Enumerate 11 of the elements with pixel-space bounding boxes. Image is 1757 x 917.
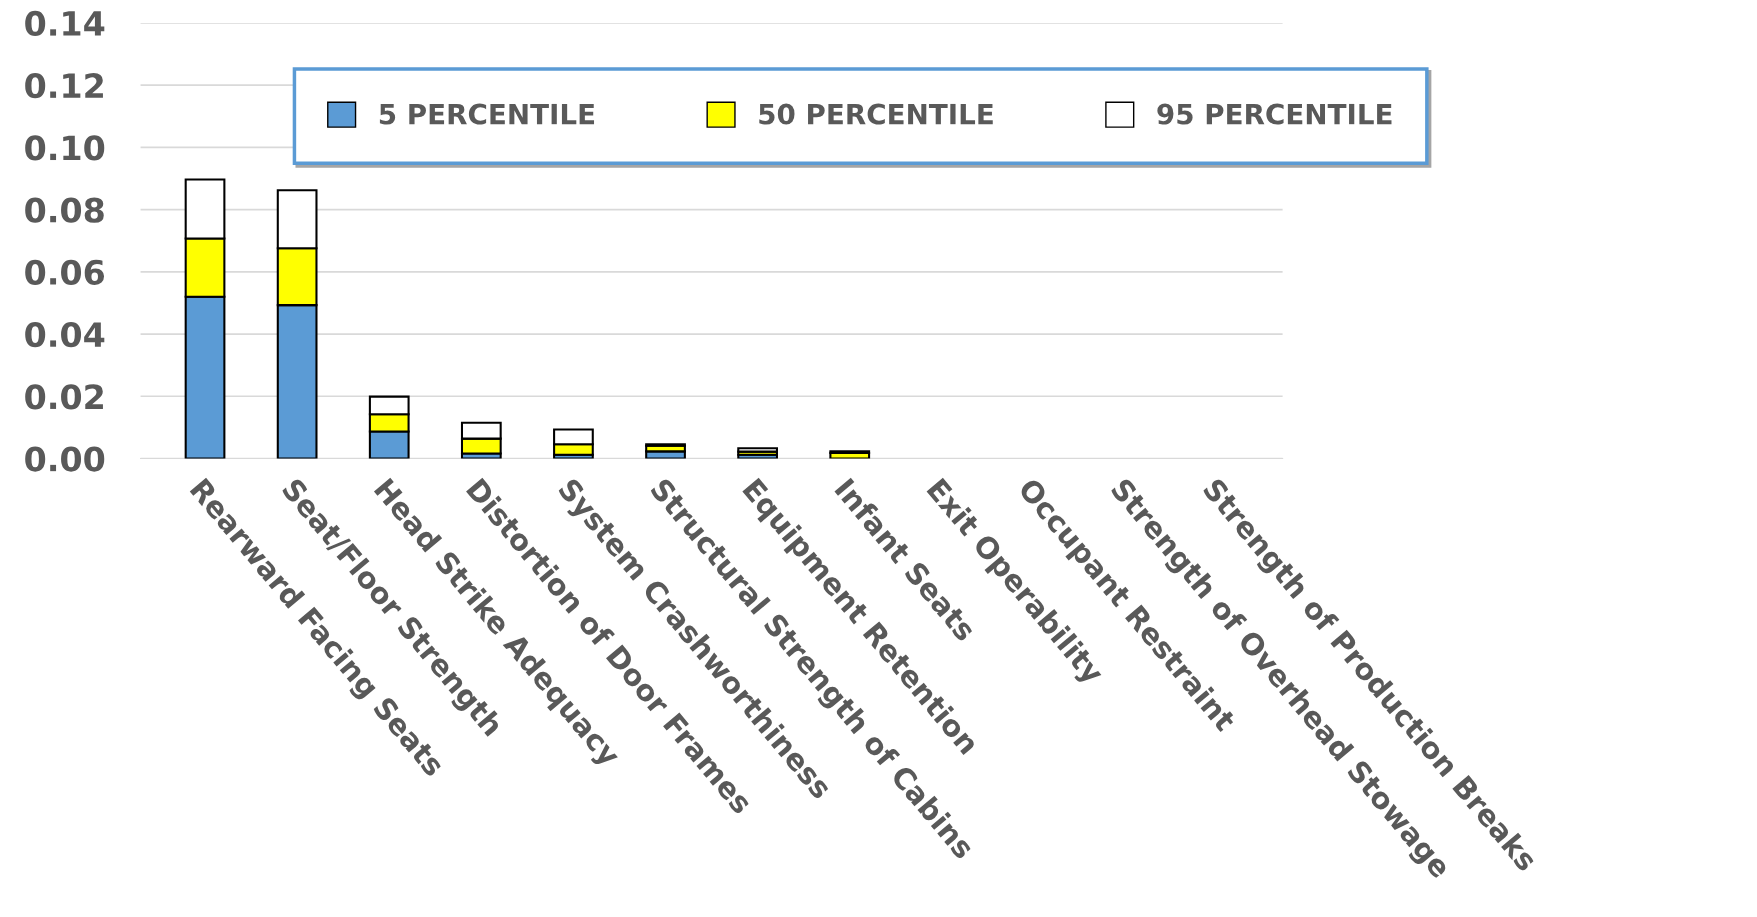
- y-tick-label: 0.08: [25, 197, 104, 223]
- y-tick-label: 0.12: [25, 73, 103, 99]
- y-tick-label: 0.10: [25, 135, 105, 161]
- y-tick-label: 0.02: [25, 384, 103, 410]
- y-tick-label: 0.04: [25, 321, 105, 348]
- y-tick-label: 0.00: [25, 446, 105, 472]
- y-tick-label: 0.14: [25, 10, 105, 37]
- legend-label: 50 PERCENTILE: [759, 103, 993, 125]
- y-tick-label: 0.06: [25, 259, 105, 285]
- legend-label: 5 PERCENTILE: [379, 103, 595, 125]
- legend-label: 95 PERCENTILE: [1157, 103, 1392, 125]
